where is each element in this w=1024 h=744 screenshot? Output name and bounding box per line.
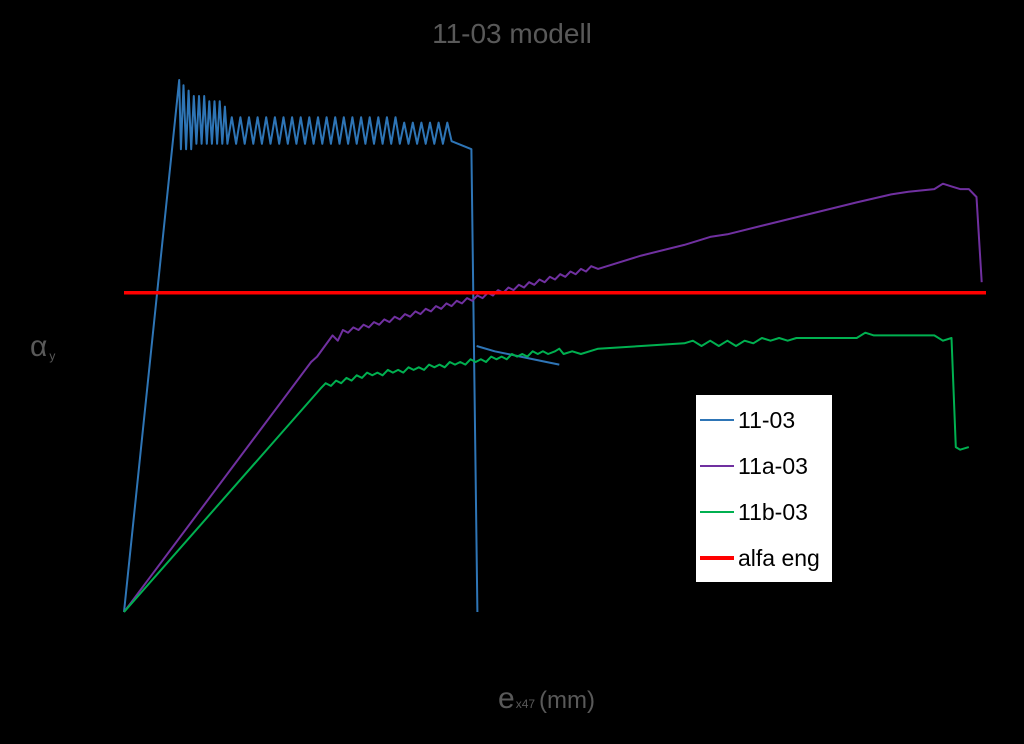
legend-swatch [700,556,734,560]
y-axis-label-main: α [30,330,48,363]
legend-label: 11a-03 [738,452,808,479]
legend-item: alfa eng [696,543,820,573]
x-axis-label-main: e [498,682,515,715]
legend-swatch [700,511,734,513]
legend-swatch [700,465,734,467]
legend-item: 11a-03 [696,451,808,481]
series-line-11b-03 [123,331,970,613]
x-axis-label: ex47 (mm) [498,682,595,716]
series-line-11a-03 [123,182,983,613]
x-axis-label-unit: (mm) [539,687,596,714]
legend: 11-03 11a-03 11b-03 alfa eng [696,395,832,582]
chart-title: 11-03 modell [432,18,592,49]
legend-item: 11-03 [696,405,795,435]
series-line-11-03-tail [476,345,560,366]
legend-swatch [700,419,734,421]
legend-label: 11-03 [738,406,796,433]
legend-label: alfa eng [738,544,820,571]
legend-item: 11b-03 [696,497,808,527]
series-line-11-03 [123,79,479,613]
legend-label: 11b-03 [738,498,808,525]
y-axis-label-sub: y [49,349,56,363]
x-axis-label-sub: x47 [515,697,536,711]
